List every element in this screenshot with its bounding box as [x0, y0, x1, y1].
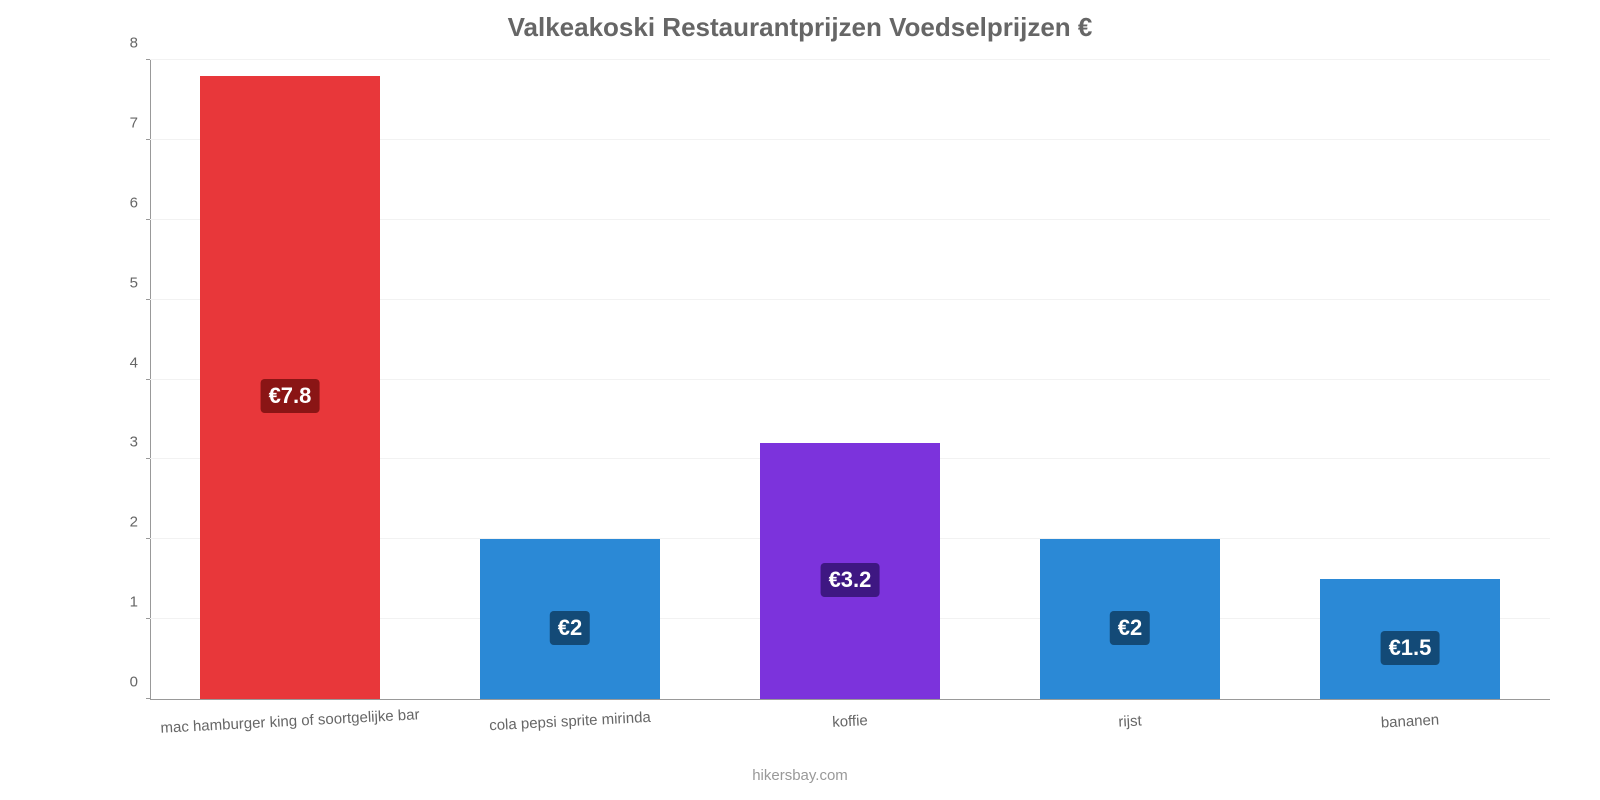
y-tick-label: 8: [130, 35, 138, 52]
gridline: [150, 59, 1550, 60]
y-tick-label: 5: [130, 274, 138, 291]
y-tick-mark: [146, 379, 150, 380]
chart-title: Valkeakoski Restaurantprijzen Voedselpri…: [0, 0, 1600, 43]
y-tick-mark: [146, 618, 150, 619]
bar: €7.8: [200, 76, 379, 699]
y-tick-mark: [146, 458, 150, 459]
x-tick-label: rijst: [1118, 712, 1142, 730]
y-tick-mark: [146, 698, 150, 699]
bar-value-label: €2: [550, 611, 590, 645]
bar-value-label: €1.5: [1381, 631, 1440, 665]
bar: €2: [480, 539, 659, 699]
bar-value-label: €2: [1110, 611, 1150, 645]
y-tick-mark: [146, 139, 150, 140]
x-tick-label: bananen: [1380, 711, 1439, 731]
x-tick-label: cola pepsi sprite mirinda: [489, 709, 651, 734]
attribution-text: hikersbay.com: [0, 767, 1600, 784]
y-tick-mark: [146, 538, 150, 539]
y-tick-mark: [146, 299, 150, 300]
y-tick-label: 3: [130, 434, 138, 451]
bar-value-label: €7.8: [261, 379, 320, 413]
y-tick-label: 6: [130, 194, 138, 211]
y-tick-label: 0: [130, 674, 138, 691]
y-tick-label: 4: [130, 354, 138, 371]
y-axis: [150, 60, 151, 699]
bar: €3.2: [760, 443, 939, 699]
y-tick-label: 7: [130, 114, 138, 131]
chart-area: 012345678€7.8mac hamburger king of soort…: [110, 60, 1570, 700]
y-tick-mark: [146, 219, 150, 220]
x-tick-label: koffie: [832, 712, 868, 731]
bar: €2: [1040, 539, 1219, 699]
bar-value-label: €3.2: [821, 563, 880, 597]
x-tick-label: mac hamburger king of soortgelijke bar: [160, 706, 420, 737]
y-tick-label: 1: [130, 594, 138, 611]
bar: €1.5: [1320, 579, 1499, 699]
plot-area: 012345678€7.8mac hamburger king of soort…: [150, 60, 1550, 700]
y-tick-mark: [146, 59, 150, 60]
y-tick-label: 2: [130, 514, 138, 531]
